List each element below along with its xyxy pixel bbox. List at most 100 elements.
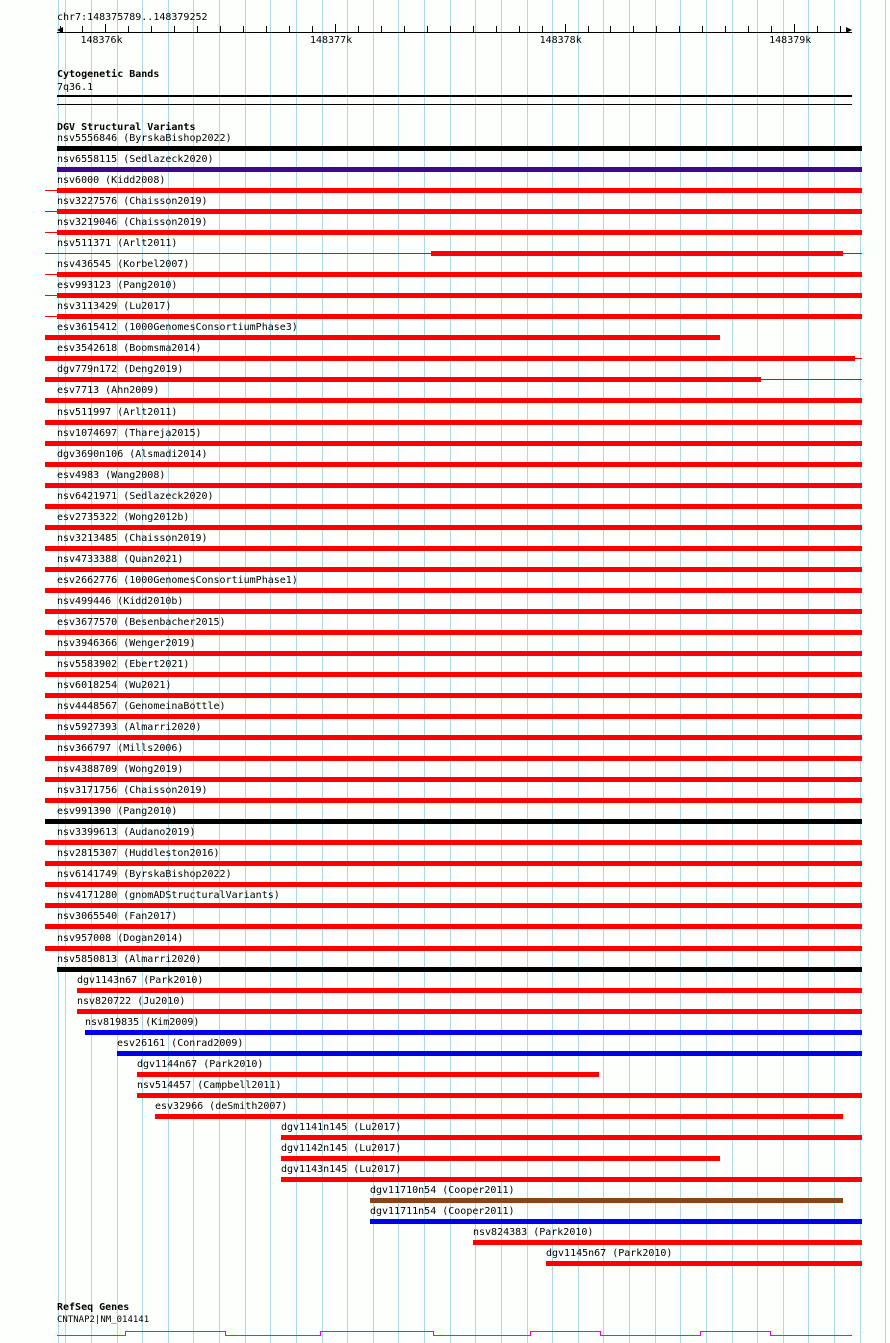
dgv-variant-row[interactable]: esv3542618 (Boomsma2014) xyxy=(0,343,890,364)
dgv-variant-row[interactable]: dgv779n172 (Deng2019) xyxy=(0,364,890,385)
dgv-variant-bar[interactable] xyxy=(45,777,862,783)
dgv-variant-bar[interactable] xyxy=(370,1198,843,1203)
refseq-gene-segment[interactable] xyxy=(770,1335,852,1336)
dgv-variant-row[interactable]: nsv6421971 (Sedlazeck2020) xyxy=(0,491,890,512)
dgv-variant-bar[interactable] xyxy=(45,608,862,614)
dgv-variant-row[interactable]: nsv5850813 (Almarri2020) xyxy=(0,954,890,975)
dgv-variant-bar[interactable] xyxy=(45,377,761,383)
dgv-variant-row[interactable]: nsv820722 (Ju2010) xyxy=(0,996,890,1017)
dgv-variant-row[interactable]: nsv6141749 (ByrskaBishop2022) xyxy=(0,869,890,890)
dgv-variant-row[interactable]: nsv5927393 (Almarri2020) xyxy=(0,722,890,743)
dgv-variant-row[interactable]: nsv511371 (Arlt2011) xyxy=(0,238,890,259)
dgv-variant-bar[interactable] xyxy=(57,230,862,236)
ruler-right-arrow-icon[interactable] xyxy=(846,27,852,33)
dgv-variant-bar[interactable] xyxy=(77,1008,862,1014)
dgv-variant-bar[interactable] xyxy=(281,1176,862,1182)
dgv-variant-row[interactable]: nsv4388709 (Wong2019) xyxy=(0,764,890,785)
dgv-variant-row[interactable]: nsv3213485 (Chaisson2019) xyxy=(0,533,890,554)
dgv-variant-row[interactable]: nsv3171756 (Chaisson2019) xyxy=(0,785,890,806)
dgv-variant-bar[interactable] xyxy=(57,188,862,194)
dgv-variant-bar[interactable] xyxy=(77,987,862,993)
refseq-gene-segment[interactable] xyxy=(530,1331,600,1332)
dgv-variant-bar[interactable] xyxy=(45,798,862,804)
refseq-gene-segment[interactable] xyxy=(433,1335,530,1336)
cytoband-bar[interactable] xyxy=(57,95,852,97)
dgv-variant-row[interactable]: nsv5583902 (Ebert2021) xyxy=(0,659,890,680)
dgv-variant-row[interactable]: nsv3219046 (Chaisson2019) xyxy=(0,217,890,238)
dgv-variant-row[interactable]: nsv3113429 (Lu2017) xyxy=(0,301,890,322)
refseq-gene-segment[interactable] xyxy=(225,1335,320,1336)
dgv-variant-row[interactable]: nsv6558115 (Sedlazeck2020) xyxy=(0,154,890,175)
dgv-variant-row[interactable]: esv3615412 (1000GenomesConsortiumPhase3) xyxy=(0,322,890,343)
dgv-variant-row[interactable]: esv991390 (Pang2010) xyxy=(0,806,890,827)
dgv-variant-bar[interactable] xyxy=(45,482,862,488)
dgv-variant-row[interactable]: esv3677570 (Besenbacher2015) xyxy=(0,617,890,638)
dgv-variant-bar[interactable] xyxy=(85,1029,862,1035)
dgv-variant-row[interactable]: esv26161 (Conrad2009) xyxy=(0,1038,890,1059)
dgv-variant-bar[interactable] xyxy=(45,503,862,509)
dgv-variant-bar[interactable] xyxy=(57,272,862,278)
dgv-variant-bar[interactable] xyxy=(45,735,862,741)
dgv-variant-bar[interactable] xyxy=(137,1071,599,1077)
dgv-variant-row[interactable]: esv32966 (deSmith2007) xyxy=(0,1101,890,1122)
dgv-variant-row[interactable]: nsv3065540 (Fan2017) xyxy=(0,911,890,932)
dgv-variant-row[interactable]: dgv11711n54 (Cooper2011) xyxy=(0,1206,890,1227)
dgv-variant-row[interactable]: dgv1144n67 (Park2010) xyxy=(0,1059,890,1080)
dgv-variant-bar[interactable] xyxy=(45,672,862,677)
dgv-variant-row[interactable]: nsv6018254 (Wu2021) xyxy=(0,680,890,701)
dgv-variant-bar[interactable] xyxy=(155,1113,843,1119)
dgv-variant-bar[interactable] xyxy=(45,945,862,951)
dgv-variant-bar[interactable] xyxy=(57,966,862,972)
dgv-variant-bar[interactable] xyxy=(57,146,862,151)
dgv-variant-row[interactable]: dgv11710n54 (Cooper2011) xyxy=(0,1185,890,1206)
dgv-variant-row[interactable]: dgv1141n145 (Lu2017) xyxy=(0,1122,890,1143)
dgv-variant-bar[interactable] xyxy=(45,714,862,720)
dgv-variant-bar[interactable] xyxy=(45,629,862,635)
dgv-variant-bar[interactable] xyxy=(370,1219,862,1225)
dgv-variant-row[interactable]: esv2662776 (1000GenomesConsortiumPhase1) xyxy=(0,575,890,596)
refseq-gene-segment[interactable] xyxy=(700,1331,770,1332)
dgv-variant-row[interactable]: nsv3227576 (Chaisson2019) xyxy=(0,196,890,217)
dgv-variant-row[interactable]: nsv3399613 (Audano2019) xyxy=(0,827,890,848)
dgv-variant-row[interactable]: nsv4448567 (GenomeinaBottle) xyxy=(0,701,890,722)
dgv-variant-bar[interactable] xyxy=(45,924,862,930)
dgv-variant-bar[interactable] xyxy=(45,335,720,341)
dgv-variant-bar[interactable] xyxy=(45,756,862,762)
dgv-variant-bar[interactable] xyxy=(45,419,862,425)
dgv-variant-bar[interactable] xyxy=(57,293,862,299)
dgv-variant-bar[interactable] xyxy=(281,1134,862,1140)
dgv-variant-bar[interactable] xyxy=(137,1092,862,1098)
dgv-variant-row[interactable]: nsv3946366 (Wenger2019) xyxy=(0,638,890,659)
refseq-gene-segment[interactable] xyxy=(600,1335,700,1336)
dgv-variant-bar[interactable] xyxy=(546,1261,862,1267)
dgv-variant-row[interactable]: nsv819835 (Kim2009) xyxy=(0,1017,890,1038)
dgv-variant-bar[interactable] xyxy=(45,861,862,867)
dgv-variant-row[interactable]: nsv499446 (Kidd2010b) xyxy=(0,596,890,617)
dgv-variant-row[interactable]: nsv6000 (Kidd2008) xyxy=(0,175,890,196)
dgv-variant-row[interactable]: nsv824383 (Park2010) xyxy=(0,1227,890,1248)
dgv-variant-bar[interactable] xyxy=(45,524,862,530)
dgv-variant-row[interactable]: nsv4171280 (gnomADStructuralVariants) xyxy=(0,890,890,911)
dgv-variant-row[interactable]: nsv436545 (Korbel2007) xyxy=(0,259,890,280)
dgv-variant-bar[interactable] xyxy=(117,1050,862,1056)
dgv-variant-row[interactable]: dgv1142n145 (Lu2017) xyxy=(0,1143,890,1164)
dgv-variant-row[interactable]: nsv957008 (Dogan2014) xyxy=(0,933,890,954)
dgv-variant-row[interactable]: nsv4733388 (Quan2021) xyxy=(0,554,890,575)
dgv-variant-bar[interactable] xyxy=(473,1240,862,1246)
dgv-variant-row[interactable]: esv993123 (Pang2010) xyxy=(0,280,890,301)
refseq-gene-segment[interactable] xyxy=(320,1331,433,1332)
dgv-variant-bar[interactable] xyxy=(57,209,862,215)
dgv-variant-row[interactable]: nsv1074697 (Thareja2015) xyxy=(0,428,890,449)
refseq-gene-segment[interactable] xyxy=(57,1335,125,1336)
dgv-variant-row[interactable]: esv2735322 (Wong2012b) xyxy=(0,512,890,533)
dgv-variant-row[interactable]: nsv2815307 (Huddleston2016) xyxy=(0,848,890,869)
dgv-variant-bar[interactable] xyxy=(57,314,862,320)
dgv-variant-bar[interactable] xyxy=(281,1155,720,1161)
dgv-variant-bar[interactable] xyxy=(45,461,862,467)
dgv-variant-bar[interactable] xyxy=(45,545,862,551)
dgv-variant-bar[interactable] xyxy=(45,398,862,404)
dgv-variant-row[interactable]: nsv366797 (Mills2006) xyxy=(0,743,890,764)
dgv-variant-bar[interactable] xyxy=(45,440,862,446)
dgv-variant-bar[interactable] xyxy=(45,650,862,656)
dgv-variant-row[interactable]: dgv1145n67 (Park2010) xyxy=(0,1248,890,1269)
